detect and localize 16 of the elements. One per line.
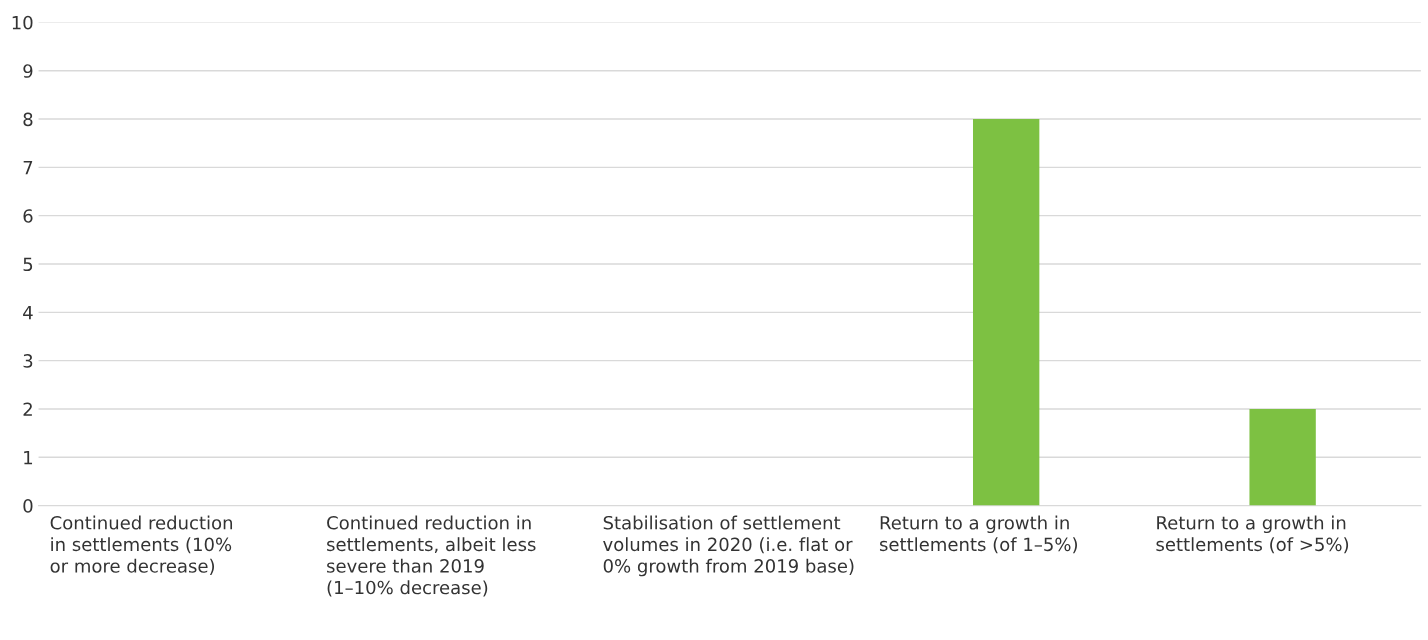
y-tick-label: 6 [23,209,33,223]
y-tick-label: 7 [23,161,33,175]
y-tick-label: 1 [24,450,33,465]
y-tick-label: 10 [12,15,33,30]
x-tick-label: Return to a growth in settlements (of 1–5%) [879,515,1077,554]
y-tick-label: 9 [23,64,33,78]
y-tick-label: 8 [23,112,33,127]
x-tick-label: Continued reduction in settlements, albeit less severe than 2019 (1–10% decrease) [327,515,536,597]
x-tick-label: Continued reduction in settlements (10% or more decrease) [50,515,233,575]
x-tick-label: Return to a growth in settlements (of >5%) [1156,515,1349,554]
x-tick-label: Stabilisation of settlement volumes in 2020 (i.e. flat or 0% growth from 2019 base) [603,515,854,577]
y-tick-label: 2 [23,402,32,416]
y-tick-label: 4 [23,306,33,320]
y-tick-label: 5 [23,257,33,272]
y-tick-label: 3 [23,354,33,368]
y-tick-label: 0 [23,499,33,513]
